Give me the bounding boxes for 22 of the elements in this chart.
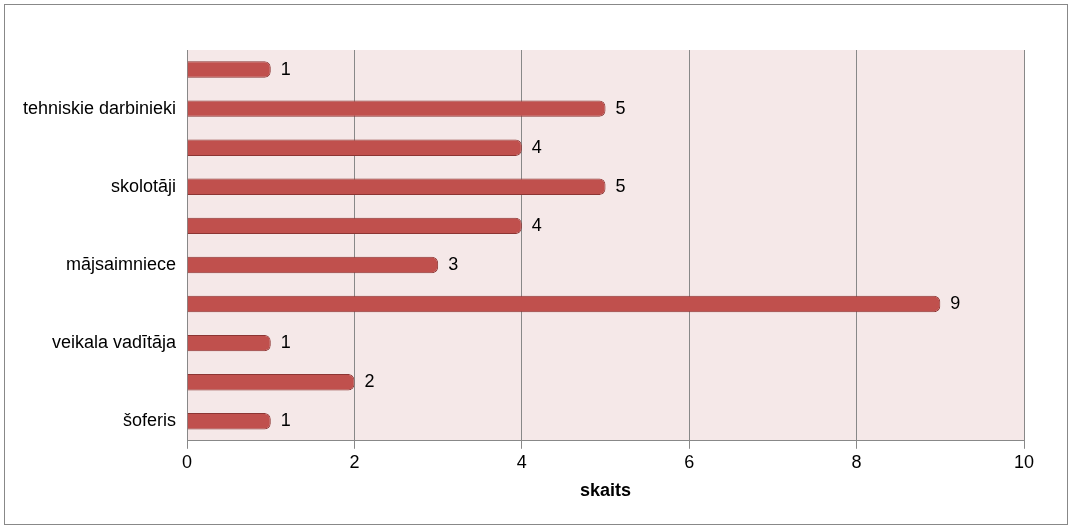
data-label: 5 [615,97,626,118]
x-tick-label: 8 [851,451,862,472]
y-tick-label: mājsaimniece [66,253,177,274]
y-tick-label: tehniskie darbinieki [22,97,177,118]
data-label: 4 [531,136,542,157]
x-tick-label: 2 [349,451,360,472]
data-label: 5 [615,175,626,196]
data-label: 2 [364,371,375,392]
x-tick-label: 0 [182,451,193,472]
data-label: 1 [280,332,291,353]
x-tick-label: 6 [684,451,695,472]
y-tick-label: šoferis [123,410,177,431]
data-label: 1 [280,410,291,431]
x-tick-label: 4 [516,451,527,472]
x-tick-label: 10 [1013,451,1035,472]
data-label: 1 [280,58,291,79]
data-label: 9 [950,292,961,313]
data-label: 4 [531,214,542,235]
data-label: 3 [448,253,459,274]
y-tick-label: veikala vadītāja [52,332,178,353]
x-axis-title: skaits [580,480,632,501]
y-tick-label: skolotāji [111,175,177,196]
